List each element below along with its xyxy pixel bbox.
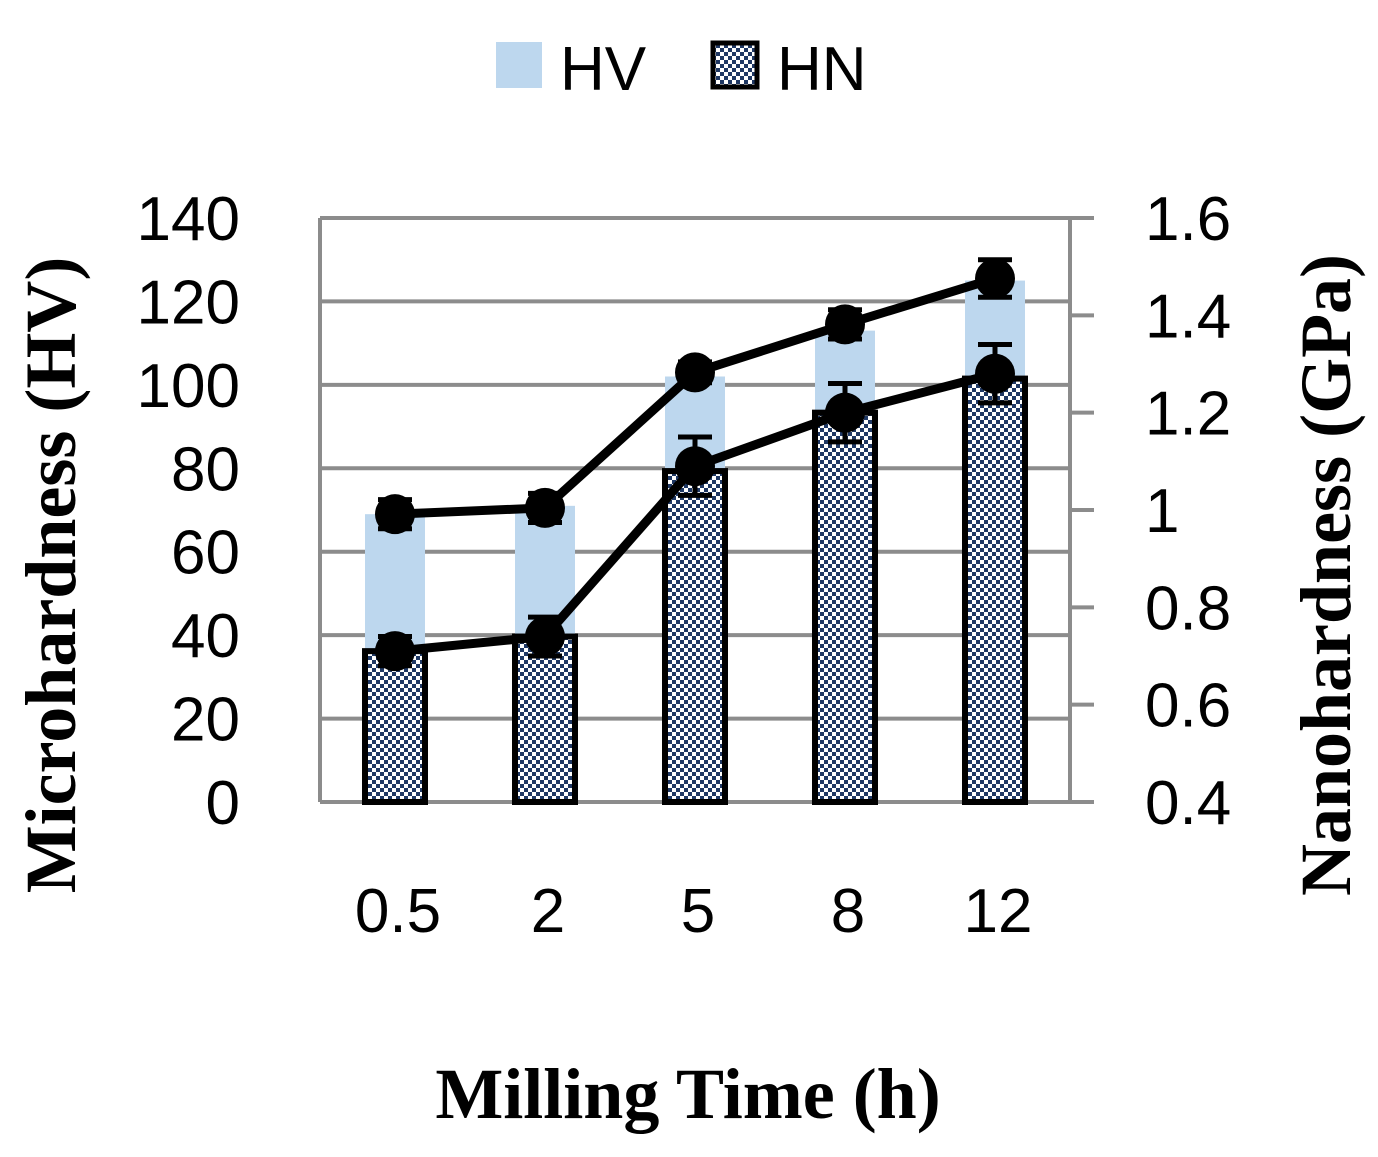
y-tick-label: 100 (137, 352, 240, 421)
hn-bar (362, 648, 428, 806)
hn-marker (825, 392, 865, 433)
legend-hn-label: HN (777, 35, 867, 104)
hn-marker (525, 616, 565, 657)
hn-bar (512, 633, 578, 805)
x-tick-label: 2 (531, 877, 565, 946)
y2-tick-label: 1.2 (1145, 380, 1231, 449)
y2-tick-label: 0.4 (1145, 769, 1231, 838)
y-tick-label: 40 (171, 602, 240, 671)
hn-marker (675, 446, 715, 487)
hn-bar (812, 409, 878, 805)
y2-tick-label: 0.6 (1145, 672, 1231, 741)
y-tick-label: 0 (206, 769, 240, 838)
legend-hv-swatch (496, 42, 542, 88)
hn-bars (362, 375, 1028, 806)
hv-marker (375, 494, 415, 535)
x-tick-label: 12 (964, 877, 1033, 946)
hn-marker (975, 353, 1015, 394)
right-axis-tick-marks (1070, 216, 1094, 804)
legend-hv-label: HV (560, 35, 647, 104)
hn-bar (962, 375, 1028, 805)
x-tick-label: 0.5 (355, 877, 441, 946)
hv-marker (675, 352, 715, 393)
y2-tick-label: 1.6 (1145, 185, 1231, 254)
y-axis-title: Microhardness (HV) (11, 257, 91, 894)
left-axis-tick-labels: 0 20 40 60 80 100 120 140 (137, 185, 240, 838)
x-tick-label: 5 (681, 877, 715, 946)
y-tick-label: 120 (137, 268, 240, 337)
hn-marker (375, 631, 415, 672)
hv-marker (525, 487, 565, 528)
hv-marker (975, 258, 1015, 299)
y-tick-label: 80 (171, 435, 240, 504)
y2-tick-label: 0.8 (1145, 574, 1231, 643)
x-axis-tick-labels: 0.5 2 5 8 12 (355, 877, 1033, 946)
y2-tick-label: 1 (1145, 477, 1179, 546)
y2-tick-label: 1.4 (1145, 282, 1231, 351)
right-axis-tick-labels: 0.4 0.6 0.8 1 1.2 1.4 1.6 (1145, 185, 1231, 838)
legend: HV HN (496, 35, 867, 104)
y-tick-label: 60 (171, 519, 240, 588)
x-tick-label: 8 (831, 877, 865, 946)
y-tick-label: 20 (171, 686, 240, 755)
series-markers (375, 258, 1015, 672)
hv-marker (825, 304, 865, 345)
y-tick-label: 140 (137, 185, 240, 254)
hn-bar (662, 468, 728, 805)
y2-axis-title: Nanohardness (GPa) (1286, 254, 1366, 896)
x-axis-title: Milling Time (h) (435, 1054, 940, 1134)
legend-hn-swatch (710, 40, 760, 90)
